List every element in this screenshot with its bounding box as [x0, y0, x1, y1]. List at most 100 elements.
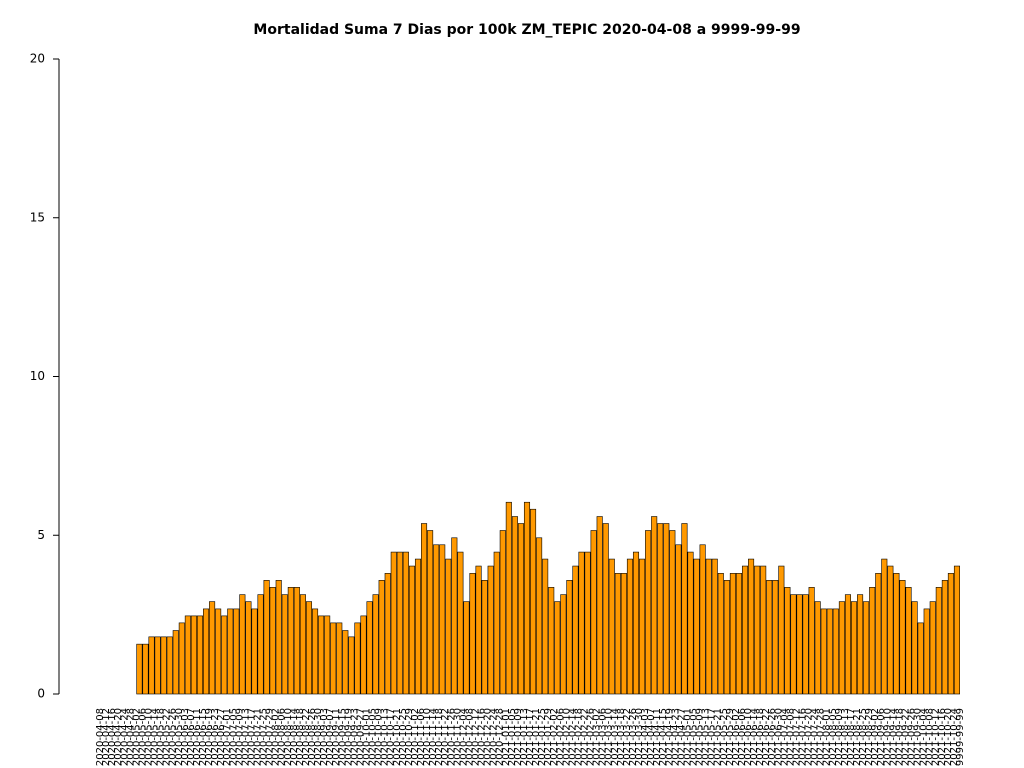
bar — [578, 551, 585, 695]
x-tick-label: 2021-01-05 — [507, 708, 518, 766]
x-tick-label: 2021-05-25 — [719, 708, 730, 766]
bar — [808, 587, 815, 695]
bar — [754, 565, 761, 695]
x-tick-label: 2020-04-12 — [101, 708, 112, 766]
bar — [281, 594, 288, 695]
bar — [814, 601, 821, 695]
x-tick-label: 2020-08-06 — [277, 708, 288, 766]
bar — [336, 622, 343, 695]
bar — [572, 565, 579, 695]
x-tick-label: 2020-10-21 — [392, 708, 403, 766]
bar — [251, 608, 258, 695]
bar — [748, 558, 755, 695]
x-tick-label: 2021-09-18 — [894, 708, 905, 766]
x-tick-label: 2021-01-29 — [543, 708, 554, 766]
x-tick-label: 2020-06-15 — [198, 708, 209, 766]
x-tick-label: 2021-08-01 — [822, 708, 833, 766]
x-tick-label: 2021-08-05 — [828, 708, 839, 766]
x-tick-label: 2020-11-22 — [440, 708, 451, 766]
x-tick-label: 2021-10-08 — [925, 708, 936, 766]
x-tick-label: 2021-04-11 — [652, 708, 663, 766]
y-tick-label: 15 — [30, 210, 45, 224]
x-tick-label: 2021-09-14 — [888, 708, 899, 766]
x-tick-label: 2020-07-21 — [252, 708, 263, 766]
x-tick-label: 2020-09-27 — [355, 708, 366, 766]
x-tick-label: 2021-07-08 — [785, 708, 796, 766]
chart-title: Mortalidad Suma 7 Dias por 100k ZM_TEPIC… — [253, 22, 800, 38]
x-tick-label: 2021-01-09 — [513, 708, 524, 766]
x-tick-label: 2020-05-14 — [150, 708, 161, 766]
x-tick-label: 2021-05-05 — [689, 708, 700, 766]
x-tick-label: 2021-05-21 — [713, 708, 724, 766]
bar — [602, 523, 609, 695]
bar — [469, 573, 476, 695]
x-tick-label: 2020-09-15 — [337, 708, 348, 766]
x-tick-label: 2021-04-03 — [640, 708, 651, 766]
bar — [305, 601, 313, 695]
x-tick-label: 2020-08-22 — [301, 708, 312, 766]
bar — [348, 636, 355, 695]
bar — [342, 630, 349, 695]
bar — [160, 636, 167, 695]
bar — [360, 615, 367, 695]
x-tick-label: 2020-11-26 — [446, 708, 457, 766]
x-tick-label: 2020-12-04 — [458, 708, 469, 766]
x-tick-label: 2021-10-24 — [949, 708, 960, 766]
x-tick-label: 2020-04-20 — [113, 708, 124, 766]
x-tick-label: 2021-01-01 — [501, 708, 512, 766]
x-tick-label: 2020-04-08 — [95, 708, 106, 766]
bar — [505, 501, 512, 695]
bar — [826, 608, 833, 695]
x-tick-label: 2021-09-26 — [907, 708, 918, 766]
x-tick-label: 2021-02-06 — [555, 708, 566, 766]
bar — [475, 565, 482, 695]
bar — [378, 580, 385, 695]
x-tick-label: 2021-03-10 — [604, 708, 615, 766]
x-tick-label: 2021-08-13 — [840, 708, 851, 766]
x-tick-label: 2021-06-18 — [755, 708, 766, 766]
bar — [560, 594, 567, 695]
x-tick-label: 2020-06-11 — [192, 708, 203, 766]
x-tick-label: 2021-10-20 — [943, 708, 954, 766]
x-tick-label: 2021-08-21 — [852, 708, 863, 766]
x-tick-label: 2020-08-26 — [307, 708, 318, 766]
x-tick-label: 2020-10-09 — [374, 708, 385, 766]
bar — [493, 551, 500, 695]
bar — [953, 565, 960, 695]
bar — [299, 594, 306, 695]
x-tick-label: 2021-04-27 — [676, 708, 687, 766]
x-tick-label: 2021-03-14 — [610, 708, 621, 766]
x-tick-label: 2020-11-02 — [410, 708, 421, 766]
x-tick-label: 2020-07-17 — [246, 708, 257, 766]
bar — [869, 587, 876, 695]
x-tick-label: 2021-08-29 — [864, 708, 875, 766]
x-tick-label: 2020-10-13 — [380, 708, 391, 766]
x-tick-label: 2020-05-26 — [168, 708, 179, 766]
x-tick-label: 2021-06-02 — [731, 708, 742, 766]
x-tick-label: 2020-12-08 — [464, 708, 475, 766]
bar — [729, 573, 736, 695]
x-tick-label: 2020-08-18 — [295, 708, 306, 766]
x-tick-label: 2021-02-18 — [573, 708, 584, 766]
bar — [275, 580, 282, 695]
x-tick-label: 2020-04-16 — [107, 708, 118, 766]
x-tick-label: 2021-10-16 — [937, 708, 948, 766]
bar — [542, 558, 549, 695]
bar — [263, 580, 270, 695]
bar — [899, 580, 906, 695]
x-tick-label: 2020-05-18 — [156, 708, 167, 766]
bar — [481, 580, 488, 695]
bar — [184, 615, 191, 695]
bar — [523, 501, 531, 695]
x-tick-label: 2021-02-14 — [567, 708, 578, 766]
x-tick-label: 2021-04-23 — [670, 708, 681, 766]
bar — [499, 530, 506, 695]
bar — [844, 594, 851, 695]
x-tick-label: 2020-05-22 — [162, 708, 173, 766]
bar — [772, 580, 779, 695]
x-tick-label: 2021-03-02 — [592, 708, 603, 766]
bar — [741, 565, 749, 695]
bar — [451, 537, 458, 695]
bar — [148, 636, 155, 695]
